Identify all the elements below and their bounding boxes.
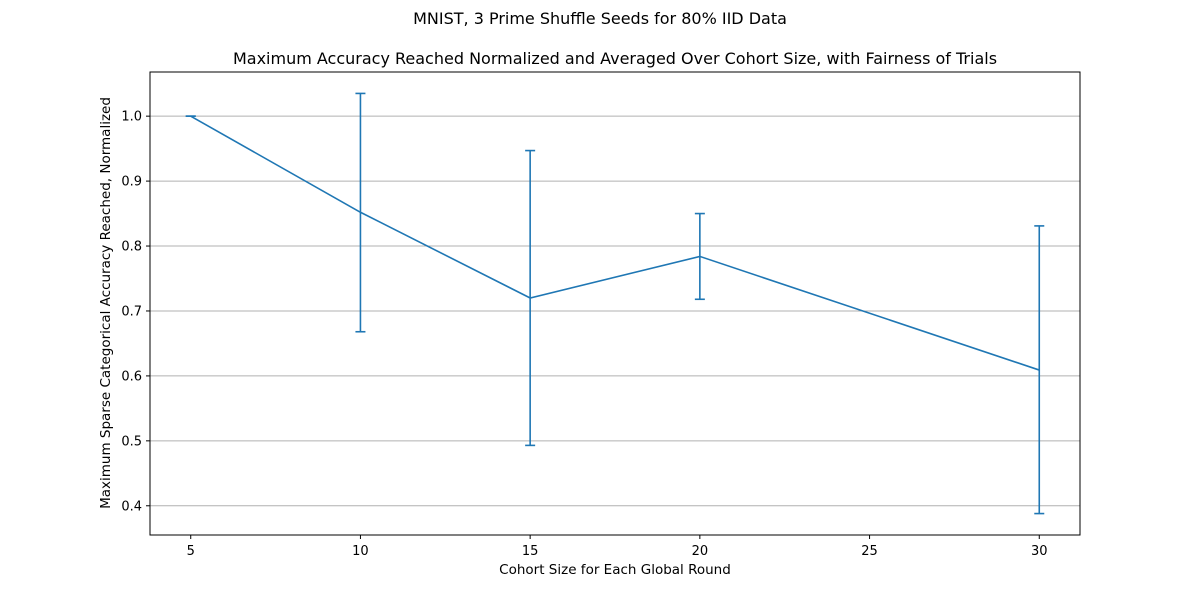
- error-bar: [1034, 225, 1045, 515]
- y-tick-label: 0.6: [121, 369, 142, 384]
- data-series: [185, 92, 1045, 515]
- y-tick-label: 0.8: [121, 240, 142, 255]
- chart-title: Maximum Accuracy Reached Normalized and …: [233, 49, 997, 68]
- x-tick-label: 5: [187, 544, 195, 559]
- x-axis-ticks: 5 10 15 20 25 30: [187, 535, 1048, 559]
- y-tick-label: 0.9: [121, 175, 142, 190]
- y-axis-ticks: 0.4 0.5 0.6 0.7 0.8 0.9 1.0: [121, 110, 150, 514]
- x-axis-label: Cohort Size for Each Global Round: [499, 562, 731, 578]
- x-tick-label: 15: [522, 544, 539, 559]
- y-tick-label: 1.0: [121, 110, 142, 125]
- series-layer: [185, 92, 1045, 515]
- y-tick-label: 0.5: [121, 434, 142, 449]
- figure-suptitle: MNIST, 3 Prime Shuffle Seeds for 80% IID…: [413, 9, 787, 28]
- x-tick-label: 25: [861, 544, 878, 559]
- x-tick-label: 30: [1031, 544, 1048, 559]
- y-tick-label: 0.7: [121, 304, 142, 319]
- error-bar: [694, 212, 705, 301]
- error-bar: [525, 149, 536, 447]
- axes-frame: [149, 71, 1081, 536]
- y-axis-label: Maximum Sparse Categorical Accuracy Reac…: [98, 97, 114, 509]
- error-bar: [355, 92, 366, 333]
- y-tick-label: 0.4: [121, 499, 142, 514]
- x-tick-label: 20: [692, 544, 709, 559]
- plot-area: 5 10 15 20 25 30 0.4 0.5 0.6 0.7 0.8 0.9 1.0: [121, 71, 1081, 559]
- x-tick-label: 10: [352, 544, 369, 559]
